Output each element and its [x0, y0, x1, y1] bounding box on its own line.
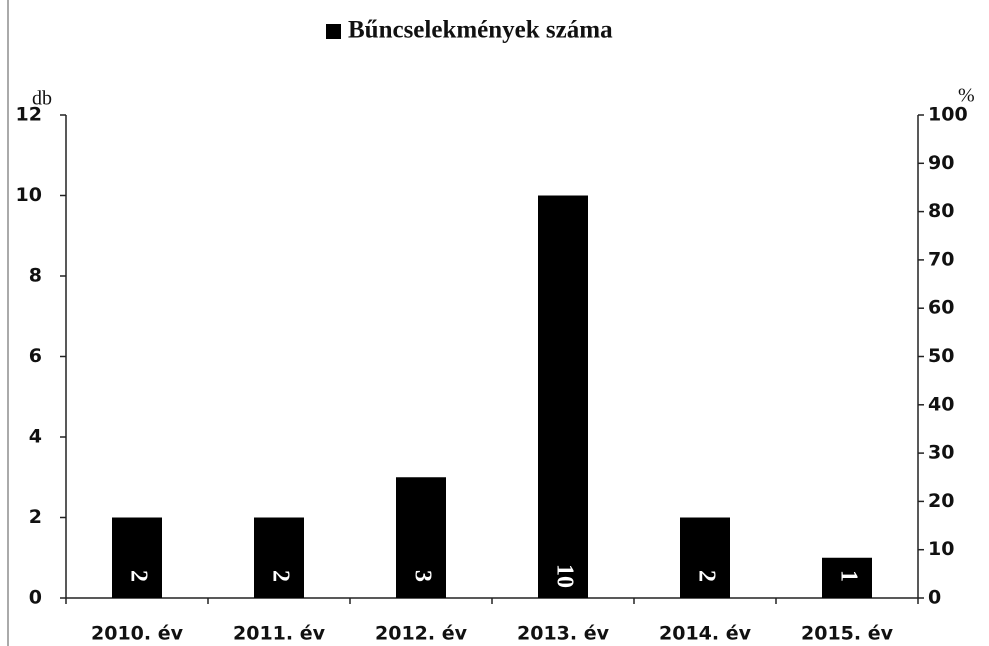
data-label: 2: [693, 570, 719, 582]
data-label: 10: [551, 564, 577, 588]
y2-tick-label: 70: [928, 248, 954, 270]
x-tick-label: 2011. év: [233, 623, 326, 645]
data-label: 2: [125, 570, 151, 582]
data-label: 3: [409, 570, 435, 582]
y2-tick-label: 30: [928, 442, 954, 464]
bar: [680, 517, 730, 598]
y2-tick-label: 80: [928, 200, 954, 222]
y-tick-label: 0: [29, 587, 42, 609]
y2-tick-label: 60: [928, 297, 954, 319]
y-tick-label: 2: [29, 506, 42, 528]
data-label: 1: [835, 570, 861, 582]
y-tick-label: 10: [16, 184, 42, 206]
bar: [822, 557, 872, 598]
y-tick-label: 12: [16, 104, 42, 126]
bar: [112, 517, 162, 598]
bar: [254, 517, 304, 598]
legend-label: Bűncselekmények száma: [348, 17, 613, 44]
y-tick-label: 8: [29, 265, 42, 287]
y2-tick-label: 40: [928, 393, 954, 415]
y2-tick-label: 20: [928, 490, 954, 512]
y2-tick-label: 0: [928, 587, 941, 609]
y2-tick-label: 10: [928, 538, 954, 560]
data-label: 2: [267, 570, 293, 582]
y2-tick-label: 100: [928, 104, 968, 126]
y2-axis-label: %: [958, 85, 975, 107]
bar: [396, 477, 446, 598]
x-tick-label: 2010. év: [91, 623, 184, 645]
y-axis-label: db: [32, 88, 52, 110]
x-tick-label: 2012. év: [375, 623, 468, 645]
x-tick-label: 2015. év: [801, 623, 894, 645]
y-tick-label: 6: [29, 345, 42, 367]
y2-tick-label: 50: [928, 345, 954, 367]
x-tick-label: 2013. év: [517, 623, 610, 645]
y-tick-label: 4: [29, 426, 42, 448]
y2-tick-label: 90: [928, 152, 954, 174]
x-tick-label: 2014. év: [659, 623, 752, 645]
bar: [538, 195, 588, 598]
legend-swatch: [326, 24, 341, 39]
